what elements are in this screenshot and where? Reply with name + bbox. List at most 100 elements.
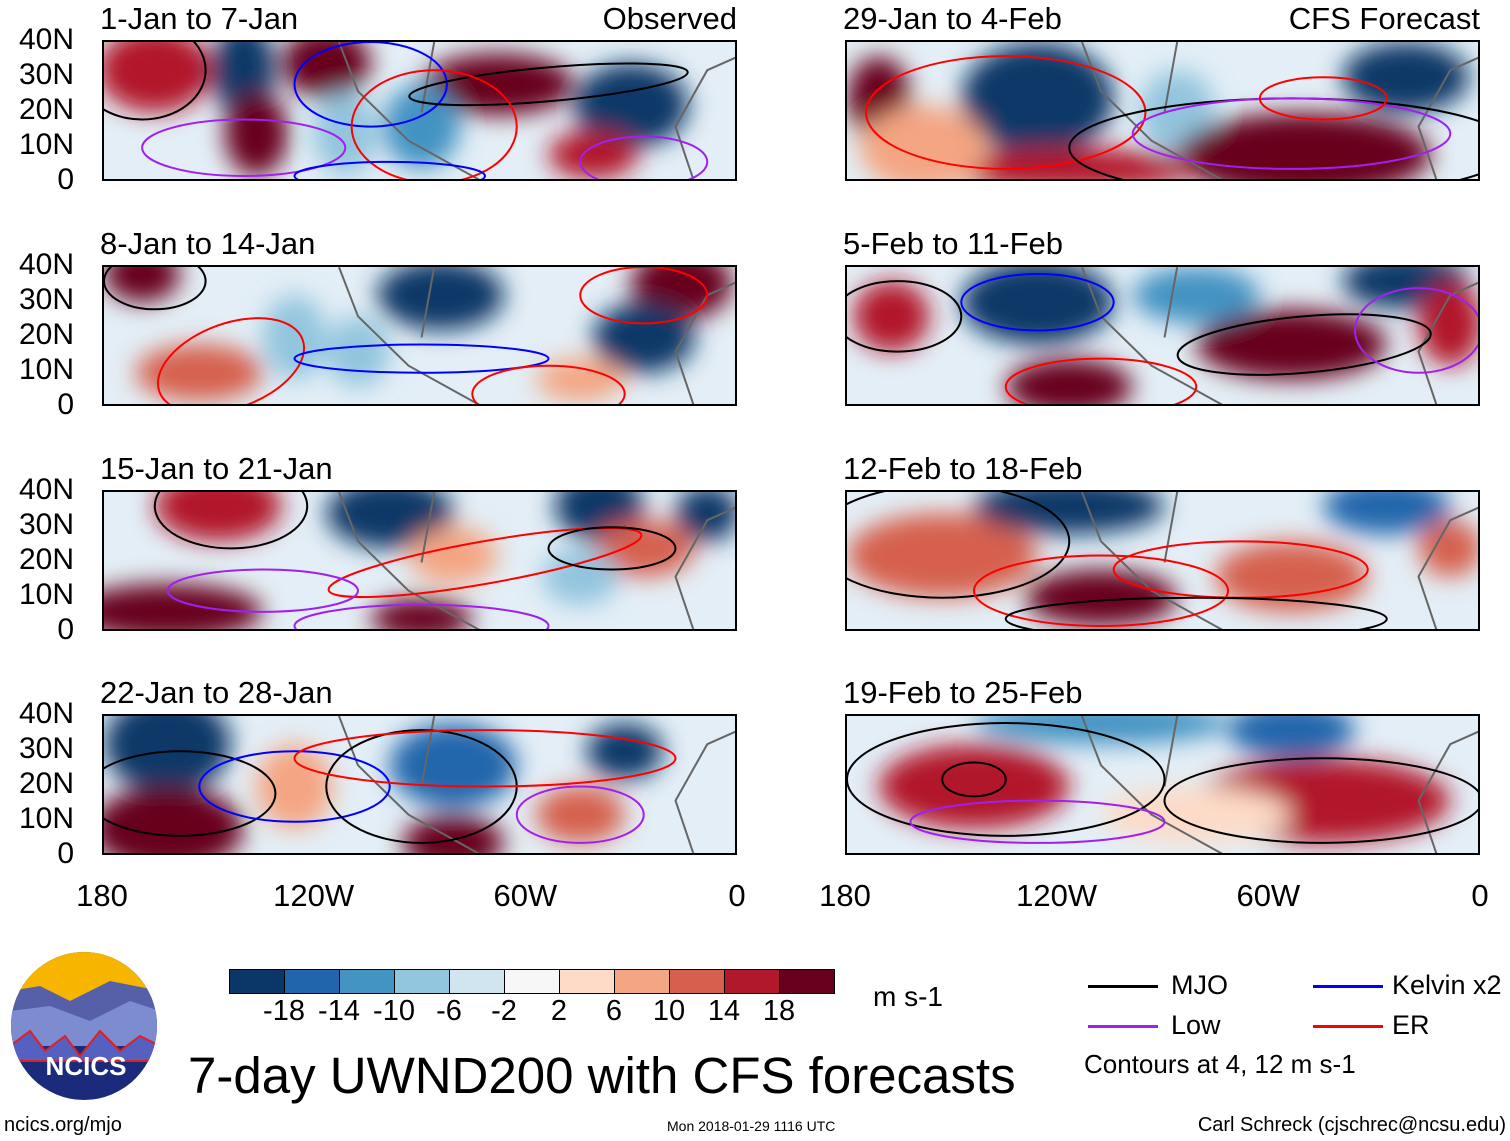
coastline bbox=[1081, 492, 1478, 629]
lat-label: 10N bbox=[18, 353, 74, 386]
panel-tag: Observed bbox=[602, 1, 737, 36]
legend-mjo-label: MJO bbox=[1171, 970, 1228, 1000]
lat-label: 0 bbox=[57, 388, 74, 421]
legend-low-label: Low bbox=[1171, 1010, 1221, 1040]
wind-anomaly-blob bbox=[1177, 112, 1432, 179]
contour-line bbox=[198, 750, 391, 823]
contour-line bbox=[141, 118, 347, 177]
wind-anomaly-blob bbox=[548, 130, 638, 179]
lat-label: 0 bbox=[57, 837, 74, 870]
legend-low-line bbox=[1088, 1025, 1158, 1028]
contour-line bbox=[350, 69, 518, 179]
colorbar-label: 14 bbox=[707, 995, 741, 1027]
colorbar-swatch bbox=[560, 970, 615, 993]
colorbar-swatch bbox=[340, 970, 395, 993]
wind-anomaly-blob bbox=[853, 281, 930, 352]
contour-line bbox=[941, 761, 1007, 798]
coastline bbox=[338, 42, 735, 179]
legend-er-label: ER bbox=[1392, 1010, 1430, 1040]
wind-anomaly-blob bbox=[313, 91, 378, 176]
colorbar-swatch bbox=[285, 970, 340, 993]
wind-anomaly-blob bbox=[104, 267, 181, 303]
contour-note: Contours at 4, 12 m s-1 bbox=[1084, 1049, 1356, 1079]
coastline bbox=[338, 716, 735, 853]
wind-anomaly-blob bbox=[408, 527, 498, 584]
colorbar-label: -18 bbox=[263, 995, 305, 1027]
colorbar-swatch bbox=[615, 970, 670, 993]
lat-label: 30N bbox=[18, 58, 74, 91]
panel-title: 12-Feb to 18-Feb bbox=[843, 451, 1083, 486]
map-panel bbox=[845, 490, 1480, 631]
wind-anomaly-blob bbox=[1418, 281, 1478, 366]
colorbar-label: -14 bbox=[318, 995, 360, 1027]
lat-label: 40N bbox=[18, 473, 74, 506]
contour-line bbox=[104, 267, 207, 311]
contour-line bbox=[960, 273, 1115, 332]
lat-label: 20N bbox=[18, 767, 74, 800]
lat-label: 0 bbox=[57, 613, 74, 646]
wind-anomaly-blob bbox=[1101, 786, 1292, 843]
lat-label: 10N bbox=[18, 578, 74, 611]
lat-label: 40N bbox=[18, 23, 74, 56]
contour-line bbox=[408, 62, 689, 107]
contour-line bbox=[104, 750, 277, 837]
wind-anomaly-blob bbox=[859, 105, 987, 179]
contour-line bbox=[1163, 757, 1478, 844]
lat-label: 30N bbox=[18, 508, 74, 541]
map-panel bbox=[102, 714, 737, 855]
colorbar-label: 2 bbox=[550, 995, 568, 1027]
lat-label: 20N bbox=[18, 543, 74, 576]
contour-line bbox=[579, 267, 709, 325]
wind-anomaly-blob bbox=[847, 513, 1038, 598]
footer-url[interactable]: ncics.org/mjo bbox=[4, 1114, 122, 1136]
map-panel bbox=[845, 714, 1480, 855]
colorbar-swatch bbox=[395, 970, 450, 993]
colorbar-label: 6 bbox=[605, 995, 623, 1027]
contour-line bbox=[865, 55, 1147, 170]
wind-anomaly-blob bbox=[1215, 541, 1368, 612]
colorbar-units: m s-1 bbox=[873, 981, 943, 1012]
lon-label: 0 bbox=[728, 878, 746, 913]
lat-label: 30N bbox=[18, 732, 74, 765]
contour-line bbox=[547, 526, 677, 571]
panel-title: 22-Jan to 28-Jan bbox=[100, 675, 333, 710]
colorbar-swatch bbox=[725, 970, 780, 993]
wind-anomaly-blob bbox=[1132, 267, 1260, 324]
panel-title: 29-Jan to 4-Feb bbox=[843, 1, 1062, 36]
contour-line bbox=[293, 603, 550, 629]
wind-anomaly-blob bbox=[961, 42, 1114, 155]
panel-title: 8-Jan to 14-Jan bbox=[100, 226, 316, 261]
wind-anomaly-blob bbox=[592, 520, 695, 577]
panel-title: 1-Jan to 7-Jan bbox=[100, 1, 299, 36]
contour-line bbox=[1354, 287, 1478, 374]
logo-text: NCICS bbox=[46, 1051, 127, 1081]
contour-line bbox=[1176, 313, 1432, 376]
colorbar-label: -6 bbox=[436, 995, 462, 1027]
colorbar bbox=[229, 969, 835, 994]
colorbar-swatch bbox=[230, 970, 285, 993]
wind-anomaly-blob bbox=[542, 548, 619, 605]
wind-anomaly-blob bbox=[135, 344, 263, 401]
colorbar-swatch bbox=[505, 970, 560, 993]
map-panel bbox=[102, 490, 737, 631]
contour-line bbox=[847, 722, 1166, 837]
wind-anomaly-blob bbox=[377, 267, 505, 331]
legend-er-line bbox=[1313, 1025, 1383, 1028]
contour-line bbox=[327, 526, 643, 599]
wind-anomaly-blob bbox=[104, 42, 212, 113]
legend-kelvin-label: Kelvin x2 bbox=[1392, 970, 1502, 1000]
lon-label: 180 bbox=[819, 878, 871, 913]
contour-line bbox=[153, 492, 309, 550]
contour-line bbox=[579, 135, 709, 179]
wind-anomaly-blob bbox=[224, 91, 289, 176]
lat-label: 40N bbox=[18, 248, 74, 281]
legend-mjo-line bbox=[1088, 985, 1158, 988]
map-panel bbox=[102, 265, 737, 406]
contour-line bbox=[293, 160, 486, 179]
lat-label: 10N bbox=[18, 802, 74, 835]
coastline bbox=[1081, 42, 1478, 179]
panel-tag: CFS Forecast bbox=[1288, 1, 1480, 36]
colorbar-label: -10 bbox=[373, 995, 415, 1027]
wind-anomaly-blob bbox=[262, 295, 327, 380]
colorbar-swatch bbox=[450, 970, 505, 993]
